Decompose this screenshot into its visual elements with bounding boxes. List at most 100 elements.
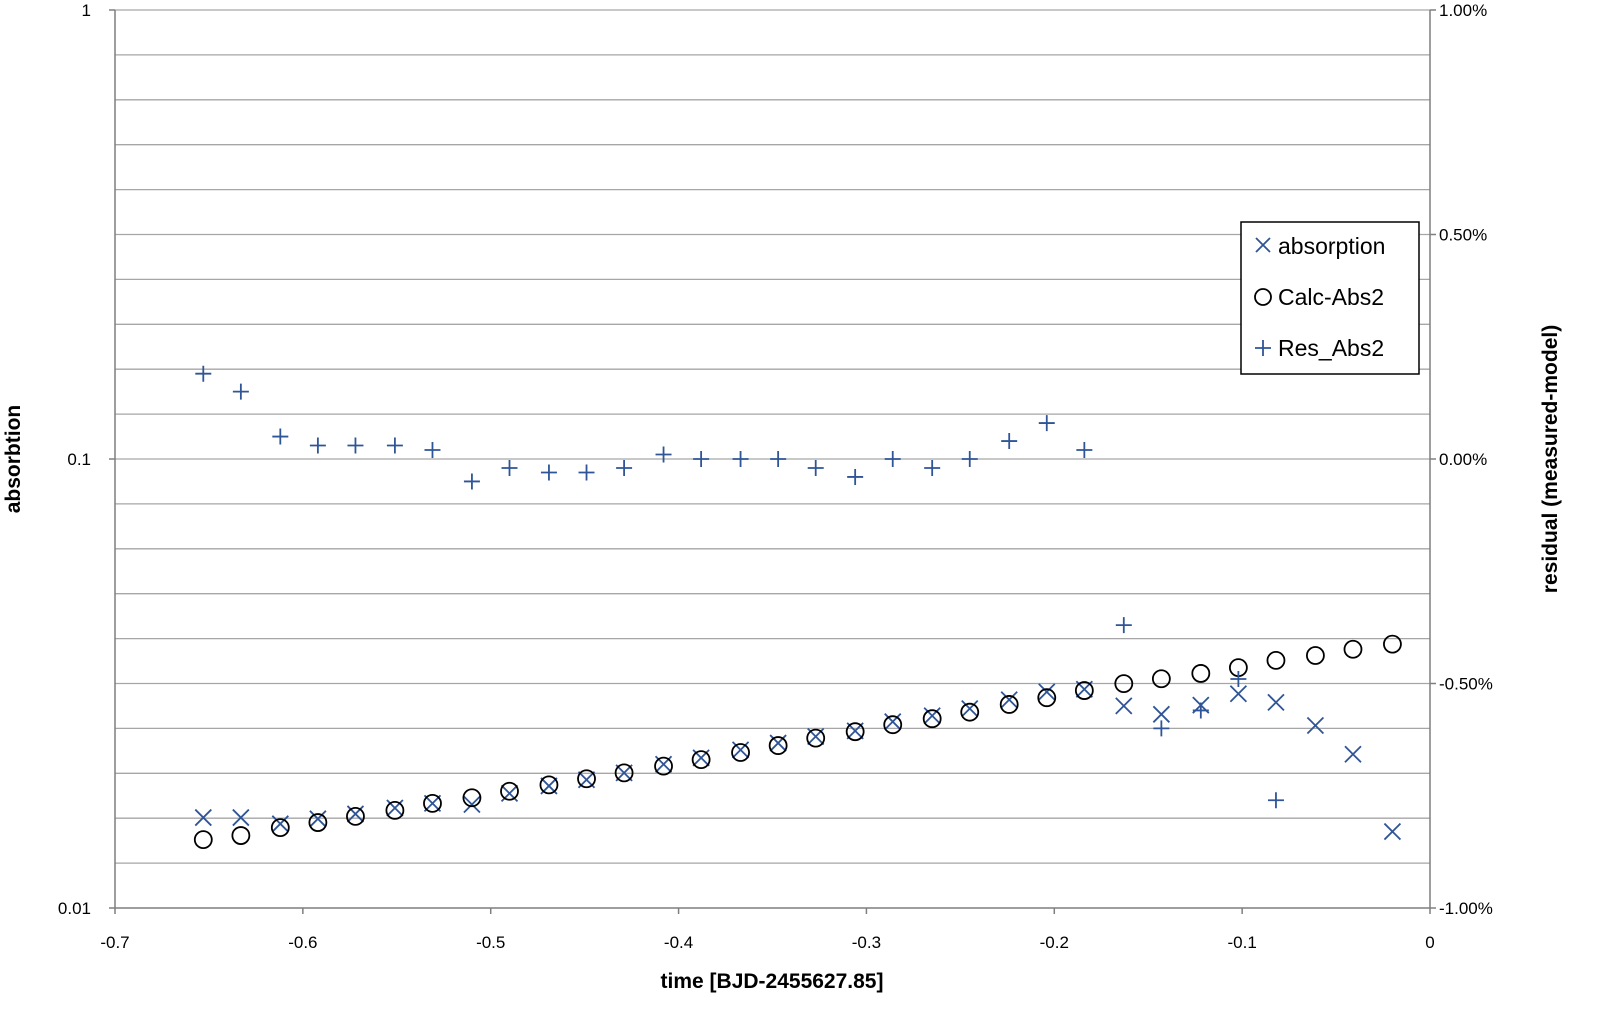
circle-marker [1266, 650, 1286, 670]
x-marker [1344, 745, 1362, 763]
x-marker [1229, 685, 1248, 703]
x-marker [1267, 693, 1285, 712]
y2-axis-label: residual (measured-model) [1539, 325, 1562, 593]
circle-marker [731, 743, 750, 762]
plus-marker [732, 451, 749, 467]
circle-marker [654, 756, 673, 776]
x-tick-label: -0.5 [476, 933, 505, 952]
circle-marker [614, 763, 634, 783]
plus-marker [655, 446, 672, 463]
circle-marker [883, 715, 903, 735]
circle-marker [1074, 681, 1094, 700]
plus-marker [347, 437, 364, 454]
circle-marker [1343, 639, 1363, 659]
plus-marker [770, 451, 787, 467]
plus-marker [578, 464, 595, 481]
y-tick-label: 1 [82, 1, 91, 20]
svg-text:absorption: absorption [1278, 233, 1385, 259]
plus-marker [424, 442, 441, 459]
x-marker [423, 794, 442, 813]
x-marker [1115, 697, 1133, 715]
series-res-abs2 [195, 365, 1284, 809]
x-tick-label: -0.3 [852, 933, 881, 952]
circle-marker [1191, 664, 1211, 683]
circle-marker [385, 800, 405, 820]
x-tick-label: -0.2 [1040, 933, 1069, 952]
x-marker [961, 699, 979, 718]
circle-marker [1306, 646, 1325, 665]
circle-marker [423, 793, 442, 813]
tick-labels: -0.7 -0.6 -0.5 -0.4 -0.3 -0.2 -0.1 0 1 0.1 0.01 1.0… [58, 1, 1493, 952]
plus-marker [540, 464, 557, 481]
plus-marker [884, 451, 901, 467]
y-axis-label: absorbtion [2, 405, 25, 514]
plus-marker [1153, 720, 1170, 737]
plus-marker [501, 459, 518, 476]
x-tick-label: 0 [1425, 933, 1434, 952]
x-marker [731, 741, 750, 759]
svg-text:Calc-Abs2: Calc-Abs2 [1278, 284, 1384, 310]
circle-marker [270, 818, 290, 838]
plus-marker-icon [1255, 340, 1271, 356]
y-tick-label: 0.01 [58, 899, 91, 918]
x-marker [1306, 716, 1325, 735]
plus-marker [1115, 617, 1132, 634]
plus-marker [693, 451, 710, 467]
x-marker [232, 808, 250, 827]
data-points [193, 365, 1402, 850]
x-marker [1152, 705, 1170, 723]
y2-tick-label: -1.00% [1439, 899, 1493, 918]
circle-marker [346, 806, 365, 826]
circle-marker [845, 722, 865, 742]
plus-marker [847, 468, 864, 485]
circle-marker [806, 728, 826, 748]
circle-marker [539, 775, 559, 795]
x-marker [463, 795, 481, 814]
circle-marker [500, 781, 519, 801]
plus-marker [1230, 671, 1247, 688]
x-marker [884, 713, 902, 731]
circle-marker [577, 769, 596, 789]
plus-marker [807, 459, 824, 476]
x-marker [769, 734, 787, 752]
plus-marker [1001, 433, 1018, 450]
y2-tick-label: 0.50% [1439, 226, 1487, 245]
circle-marker [999, 695, 1019, 714]
x-marker [346, 805, 365, 823]
y-tick-label: 0.1 [67, 450, 91, 469]
series-calc-abs2 [193, 634, 1402, 850]
series-absorption [194, 680, 1402, 841]
legend-item-calc-abs2: Calc-Abs2 [1254, 284, 1384, 310]
plus-marker [463, 473, 480, 490]
circle-marker [308, 813, 328, 832]
y2-tick-label: 0.00% [1439, 450, 1487, 469]
plus-marker [386, 437, 403, 454]
x-marker [194, 808, 212, 827]
circle-marker [1114, 674, 1134, 694]
axes [109, 9, 1436, 914]
circle-marker [462, 788, 482, 808]
plus-marker [309, 437, 326, 454]
x-marker [923, 707, 941, 725]
gridlines [115, 9, 1430, 864]
circle-marker [960, 702, 980, 722]
svg-text:Res_Abs2: Res_Abs2 [1278, 335, 1384, 361]
x-marker-icon [1255, 237, 1271, 253]
x-tick-label: -0.4 [664, 933, 693, 952]
plus-marker [1267, 792, 1284, 809]
plus-marker [195, 365, 212, 382]
plus-marker [924, 459, 941, 476]
plus-marker [272, 428, 289, 445]
y2-tick-label: 1.00% [1439, 1, 1487, 20]
circle-marker [231, 826, 251, 845]
x-axis-label: time [BJD-2455627.85] [661, 970, 884, 993]
x-marker [271, 815, 289, 833]
circle-marker [691, 750, 711, 770]
plus-marker [961, 451, 978, 467]
plus-marker [1192, 702, 1209, 719]
legend: absorption Calc-Abs2 Res_Abs2 [1240, 221, 1420, 375]
x-tick-label: -0.7 [100, 933, 129, 952]
plus-marker [232, 383, 249, 400]
circle-marker [193, 830, 213, 850]
